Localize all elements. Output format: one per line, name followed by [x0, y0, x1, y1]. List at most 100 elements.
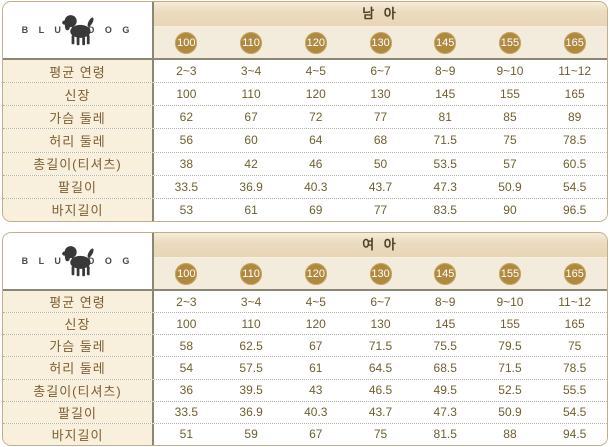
row-label: 총길이(티셔츠) [3, 379, 154, 401]
value-cell: 36 [154, 379, 219, 401]
value-cell: 59 [218, 423, 284, 445]
value-cell: 120 [283, 313, 349, 335]
table-row: 가슴 둘레 62 67 72 77 81 85 89 [3, 105, 607, 129]
size-cell: 100 [154, 262, 219, 285]
row-label: 바지길이 [3, 198, 154, 221]
row-label: 신장 [3, 313, 154, 335]
table-body: 평균 연령 2~3 3~4 4~5 6~7 8~9 9~10 11~12 신장 100 110… [3, 60, 607, 221]
value-cell: 67 [283, 335, 349, 357]
size-cell: 145 [413, 262, 478, 285]
value-cell: 3~4 [218, 291, 284, 313]
value-cell: 2~3 [154, 291, 219, 313]
row-label: 총길이(티셔츠) [3, 152, 154, 175]
value-cell: 94.5 [542, 423, 607, 445]
size-badge: 165 [563, 31, 586, 54]
size-chart-table: B L U E D O G [2, 1, 608, 222]
value-cell: 6~7 [348, 291, 413, 313]
value-cell: 9~10 [477, 291, 543, 313]
value-cell: 67 [283, 423, 349, 445]
value-cell: 3~4 [218, 60, 284, 83]
row-label: 신장 [3, 83, 154, 106]
size-badge: 120 [304, 31, 327, 54]
value-cell: 130 [348, 83, 413, 106]
value-cell: 50.9 [477, 401, 543, 423]
table-row: 신장 100 110 120 130 145 155 165 [3, 312, 607, 335]
table-row: 총길이(티셔츠) 36 39.5 43 46.5 49.5 52.5 55.5 [3, 378, 607, 401]
value-cell: 39.5 [218, 379, 284, 401]
value-cell: 71.5 [477, 357, 543, 379]
row-label: 허리 둘레 [3, 357, 154, 379]
size-cell: 110 [219, 31, 284, 54]
sizes-row: 100 110 120 130 145 155 165 [154, 27, 607, 58]
value-cell: 89 [542, 106, 607, 129]
brand-logo: B L U E D O G [3, 2, 154, 58]
value-cell: 54.5 [542, 401, 607, 423]
value-cell: 165 [542, 313, 607, 335]
row-label: 팔길이 [3, 401, 154, 423]
brand-logo: B L U E D O G [3, 233, 154, 289]
size-cell: 165 [542, 262, 607, 285]
value-cell: 100 [154, 83, 219, 106]
value-cell: 61 [283, 357, 349, 379]
dog-icon [62, 15, 94, 46]
size-badge: 130 [369, 31, 392, 54]
size-cell: 130 [348, 262, 413, 285]
row-label: 평균 연령 [3, 60, 154, 83]
table-row: 팔길이 33.5 36.9 40.3 43.7 47.3 50.9 54.5 [3, 174, 607, 198]
value-cell: 43.7 [348, 175, 413, 198]
value-cell: 55.5 [542, 379, 607, 401]
value-cell: 50.9 [477, 175, 543, 198]
value-cell: 75 [542, 335, 607, 357]
table-row: 총길이(티셔츠) 38 42 46 50 53.5 57 60.5 [3, 151, 607, 175]
value-cell: 47.3 [412, 401, 478, 423]
value-cell: 145 [412, 83, 478, 106]
size-badge: 130 [369, 262, 392, 285]
value-cell: 43.7 [348, 401, 413, 423]
value-cell: 38 [154, 152, 219, 175]
row-label: 허리 둘레 [3, 129, 154, 152]
size-cell: 155 [478, 262, 543, 285]
table-title: 여 아 [154, 233, 607, 258]
value-cell: 96.5 [542, 198, 607, 221]
table-row: 바지길이 53 61 69 77 83.5 90 96.5 [3, 197, 607, 221]
value-cell: 85 [477, 106, 543, 129]
value-cell: 78.5 [542, 357, 607, 379]
value-cell: 64 [283, 129, 349, 152]
value-cell: 43 [283, 379, 349, 401]
size-badge: 110 [240, 31, 263, 54]
value-cell: 60 [218, 129, 284, 152]
header-right: 여 아 100 110 120 130 145 155 165 [154, 233, 607, 289]
value-cell: 49.5 [412, 379, 478, 401]
size-cell: 145 [413, 31, 478, 54]
value-cell: 8~9 [412, 291, 478, 313]
size-badge: 110 [240, 262, 263, 285]
value-cell: 11~12 [542, 60, 607, 83]
value-cell: 54 [154, 357, 219, 379]
value-cell: 90 [477, 198, 543, 221]
value-cell: 155 [477, 313, 543, 335]
value-cell: 4~5 [283, 291, 349, 313]
value-cell: 130 [348, 313, 413, 335]
value-cell: 75 [477, 129, 543, 152]
sizes-row: 100 110 120 130 145 155 165 [154, 258, 607, 289]
value-cell: 54.5 [542, 175, 607, 198]
row-label: 평균 연령 [3, 291, 154, 313]
value-cell: 68 [348, 129, 413, 152]
value-cell: 71.5 [412, 129, 478, 152]
table-row: 허리 둘레 54 57.5 61 64.5 68.5 71.5 78.5 [3, 356, 607, 379]
table-title: 남 아 [154, 2, 607, 27]
value-cell: 52.5 [477, 379, 543, 401]
size-cell: 100 [154, 31, 219, 54]
value-cell: 67 [218, 106, 284, 129]
value-cell: 68.5 [412, 357, 478, 379]
size-badge: 145 [434, 31, 457, 54]
table-row: 가슴 둘레 58 62.5 67 71.5 75.5 79.5 75 [3, 334, 607, 357]
value-cell: 33.5 [154, 175, 219, 198]
table-row: 바지길이 51 59 67 75 81.5 88 94.5 [3, 422, 607, 445]
table-header: B L U E D O G [3, 233, 607, 291]
value-cell: 81.5 [412, 423, 478, 445]
value-cell: 53 [154, 198, 219, 221]
value-cell: 46.5 [348, 379, 413, 401]
value-cell: 69 [283, 198, 349, 221]
